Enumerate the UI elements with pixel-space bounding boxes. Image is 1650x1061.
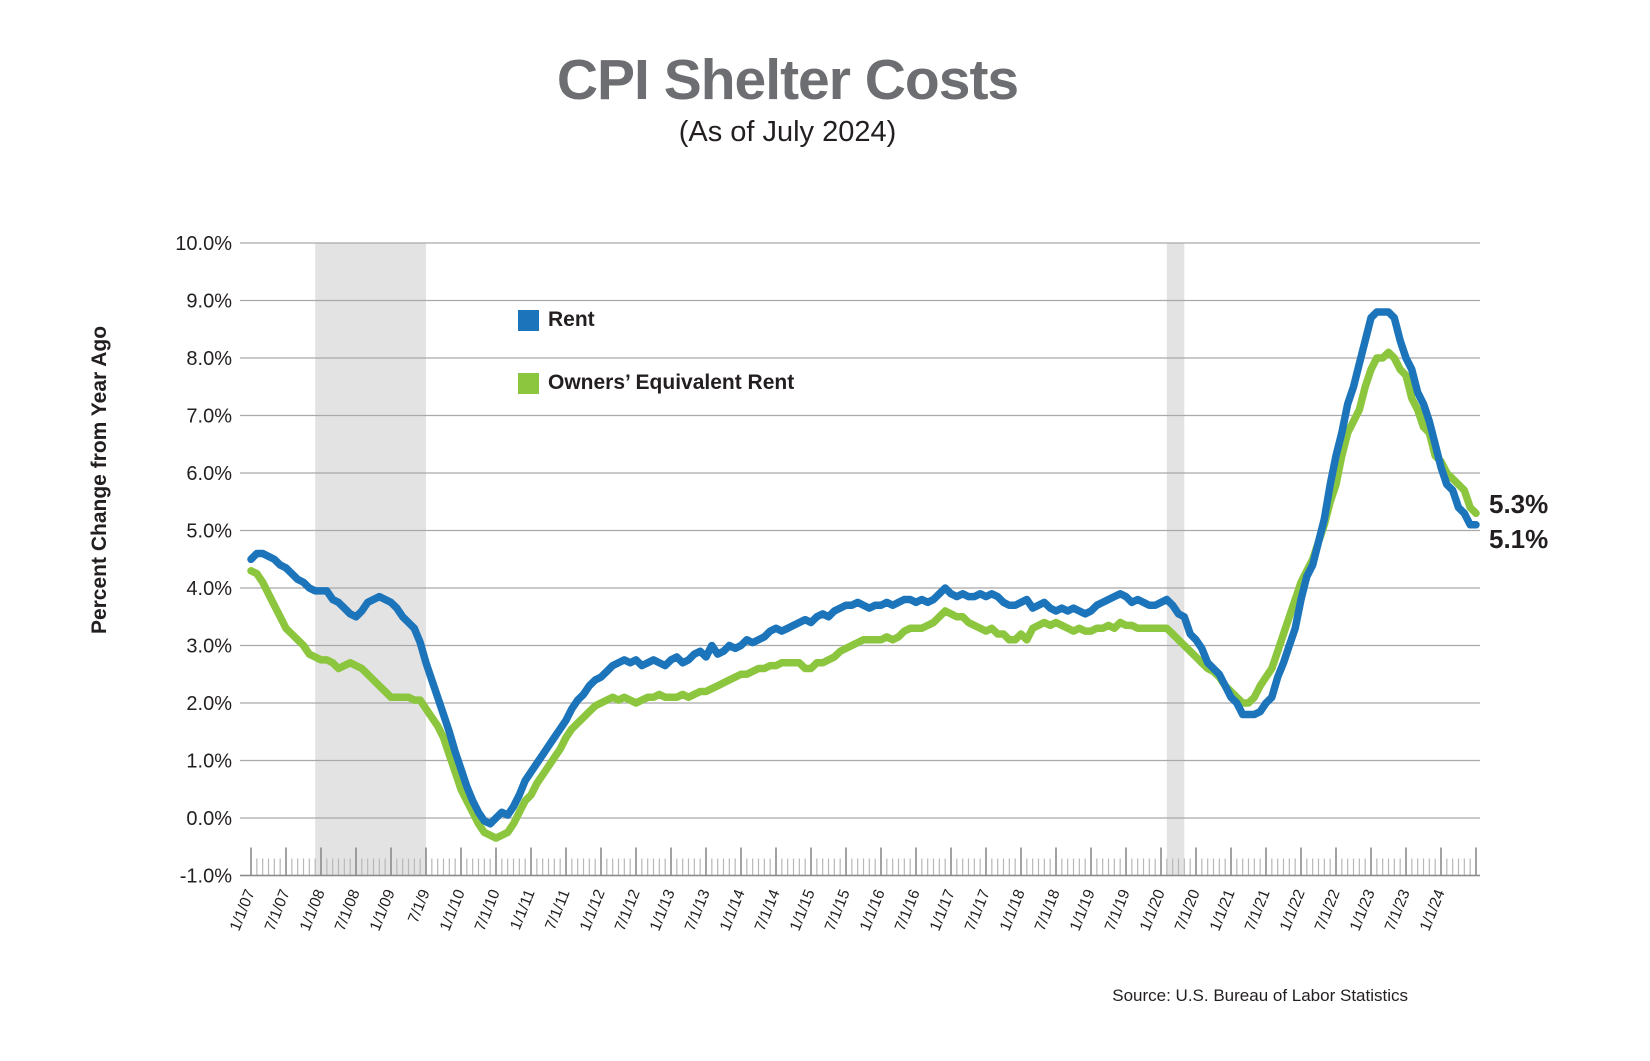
y-tick-label: 9.0%	[186, 291, 232, 313]
oer-swatch-icon	[518, 372, 539, 394]
x-tick-label: 1/1/09	[367, 887, 399, 933]
chart-title: CPI Shelter Costs	[556, 48, 1019, 112]
x-tick-label: 1/1/16	[857, 887, 889, 933]
x-tick-label: 7/1/07	[262, 887, 294, 933]
x-tick-label: 7/1/17	[962, 887, 994, 933]
x-tick-label: 1/1/14	[717, 887, 749, 934]
x-tick-label: 7/1/22	[1312, 887, 1344, 933]
x-tick-label: 1/1/07	[227, 887, 259, 933]
y-tick-label: 4.0%	[186, 578, 232, 600]
recession-band	[1166, 243, 1185, 876]
x-tick-label: 1/1/18	[997, 887, 1029, 933]
x-tick-label: 7/1/20	[1172, 887, 1204, 934]
x-tick-label: 7/1/21	[1242, 887, 1274, 933]
chart-header: CPI Shelter Costs (As of July 2024)	[0, 0, 1575, 148]
x-tick-label: 1/1/17	[927, 887, 959, 933]
legend-label-oer: Owners’ Equivalent Rent	[548, 371, 795, 394]
x-tick-label: 7/1/19	[1102, 887, 1134, 933]
x-tick-label: 1/1/15	[787, 887, 819, 933]
x-tick-label: 1/1/24	[1417, 887, 1449, 934]
oer-line	[247, 348, 1480, 842]
x-tick-label: 7/1/9	[405, 887, 434, 925]
x-tick-label: 1/1/20	[1137, 887, 1169, 934]
recession-band	[315, 243, 426, 876]
x-tick-label: 1/1/11	[507, 887, 538, 932]
y-tick-label: 3.0%	[186, 636, 232, 658]
y-tick-label: 1.0%	[186, 751, 232, 773]
legend-item-oer: Owners’ Equivalent Rent	[518, 371, 795, 394]
x-tick-label: 1/1/23	[1347, 887, 1379, 933]
y-tick-label: 2.0%	[186, 693, 232, 715]
legend: Rent Owners’ Equivalent Rent	[518, 308, 795, 435]
x-tick-label: 1/1/21	[1207, 887, 1239, 933]
x-tick-label: 7/1/08	[332, 887, 364, 933]
source-note: Source: U.S. Bureau of Labor Statistics	[1112, 986, 1408, 1005]
legend-label-rent: Rent	[548, 308, 595, 331]
y-tick-label: 6.0%	[186, 463, 232, 485]
oer-end-value-label: 5.3%	[1489, 489, 1549, 519]
chart-subtitle: (As of July 2024)	[678, 116, 897, 148]
x-tick-label: 7/1/14	[752, 887, 784, 934]
y-tick-label: 8.0%	[186, 348, 232, 370]
rent-line	[247, 308, 1480, 828]
x-tick-label: 7/1/10	[472, 887, 504, 934]
y-tick-label: -1.0%	[180, 866, 232, 888]
y-tick-label: 0.0%	[186, 808, 232, 830]
y-tick-label: 10.0%	[175, 233, 232, 255]
rent-swatch-icon	[518, 309, 539, 331]
x-tick-label: 7/1/13	[682, 887, 714, 933]
x-tick-label: 1/1/22	[1277, 887, 1309, 933]
x-tick-label: 7/1/12	[612, 887, 644, 933]
legend-item-rent: Rent	[518, 308, 794, 331]
x-tick-label: 7/1/18	[1032, 887, 1064, 933]
x-tick-label: 7/1/15	[822, 887, 854, 933]
x-tick-label: 7/1/11	[542, 887, 573, 932]
x-tick-label: 1/1/12	[577, 887, 609, 933]
x-tick-label: 7/1/23	[1382, 887, 1414, 933]
y-tick-label: 7.0%	[186, 406, 232, 428]
x-tick-label: 7/1/16	[892, 887, 924, 933]
y-tick-label: 5.0%	[186, 521, 232, 543]
x-tick-label: 1/1/19	[1067, 887, 1099, 933]
x-tick-label: 1/1/08	[297, 887, 329, 933]
rent-end-value-label: 5.1%	[1489, 524, 1549, 554]
x-tick-label: 1/1/10	[437, 887, 469, 934]
x-tick-label: 1/1/13	[647, 887, 679, 933]
